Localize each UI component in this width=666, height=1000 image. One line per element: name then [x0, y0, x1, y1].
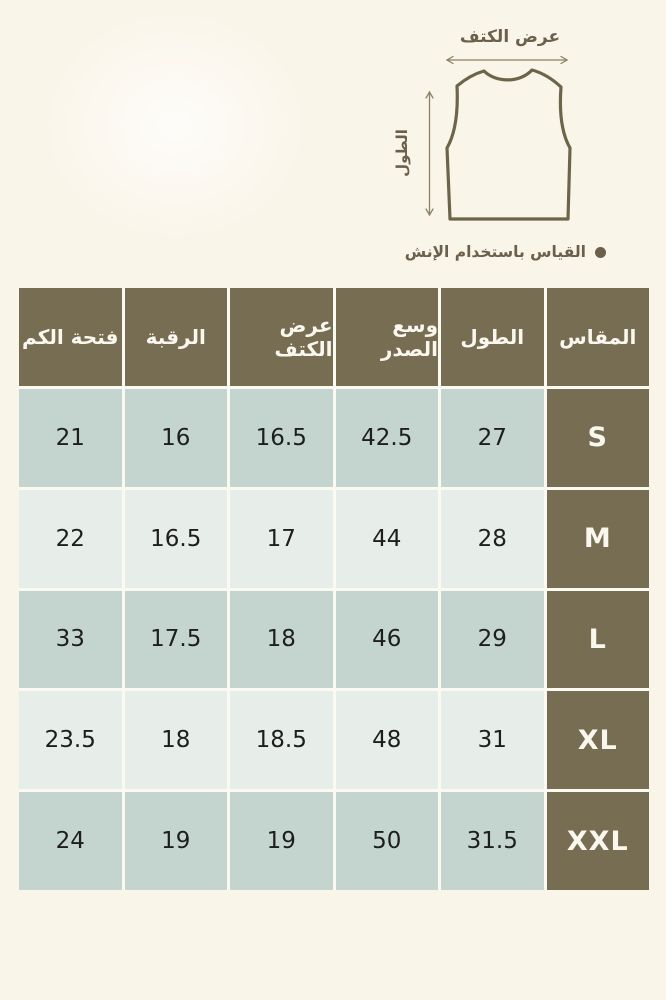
value-cell: 22	[19, 489, 122, 588]
value-cell: 16	[124, 388, 227, 487]
size-cell-XL: XL	[546, 691, 649, 790]
vest-outline-path	[445, 68, 572, 221]
value-cell: 27	[441, 388, 544, 487]
value-cell: 18	[230, 590, 333, 689]
measurement-unit-note: القياس باستخدام الإنش	[405, 243, 606, 261]
vertical-arrow	[425, 90, 434, 217]
value-cell: 50	[335, 792, 438, 890]
value-cell: 31.5	[441, 792, 544, 890]
horizontal-arrow	[445, 55, 569, 65]
value-cell: 17.5	[124, 590, 227, 689]
value-cell: 44	[335, 489, 438, 588]
value-cell: 21	[19, 388, 122, 487]
value-cell: 18.5	[230, 691, 333, 790]
value-cell: 29	[441, 590, 544, 689]
watermark-blob	[40, 8, 310, 243]
value-cell: 16.5	[124, 489, 227, 588]
column-header-sleeve-opening: فتحة الكم	[19, 288, 122, 386]
column-header-shoulder-width: عرض الكتف	[230, 288, 333, 386]
value-cell: 19	[230, 792, 333, 890]
size-cell-L: L	[546, 590, 649, 689]
value-cell: 31	[441, 691, 544, 790]
value-cell: 28	[441, 489, 544, 588]
size-cell-S: S	[546, 388, 649, 487]
shoulder-width-label: عرض الكتف	[459, 27, 561, 47]
value-cell: 33	[19, 590, 122, 689]
vest-outline-graphic	[425, 55, 572, 221]
column-header-neck: الرقبة	[124, 288, 227, 386]
column-header-length: الطول	[441, 288, 544, 386]
value-cell: 24	[19, 792, 122, 890]
value-cell: 46	[335, 590, 438, 689]
value-cell: 16.5	[230, 388, 333, 487]
size-cell-M: M	[546, 489, 649, 588]
size-cell-XXL: XXL	[546, 792, 649, 890]
value-cell: 17	[230, 489, 333, 588]
size-chart-table: المقاس الطول وسع الصدر عرض الكتف الرقبة …	[19, 288, 649, 890]
value-cell: 18	[124, 691, 227, 790]
bullet-icon	[595, 246, 606, 258]
column-header-chest-width: وسع الصدر	[335, 288, 438, 386]
value-cell: 42.5	[335, 388, 438, 487]
note-text: القياس باستخدام الإنش	[404, 243, 586, 261]
value-cell: 23.5	[19, 691, 122, 790]
length-label: الطول	[393, 129, 411, 177]
value-cell: 19	[124, 792, 227, 890]
column-header-size: المقاس	[546, 288, 649, 386]
value-cell: 48	[335, 691, 438, 790]
